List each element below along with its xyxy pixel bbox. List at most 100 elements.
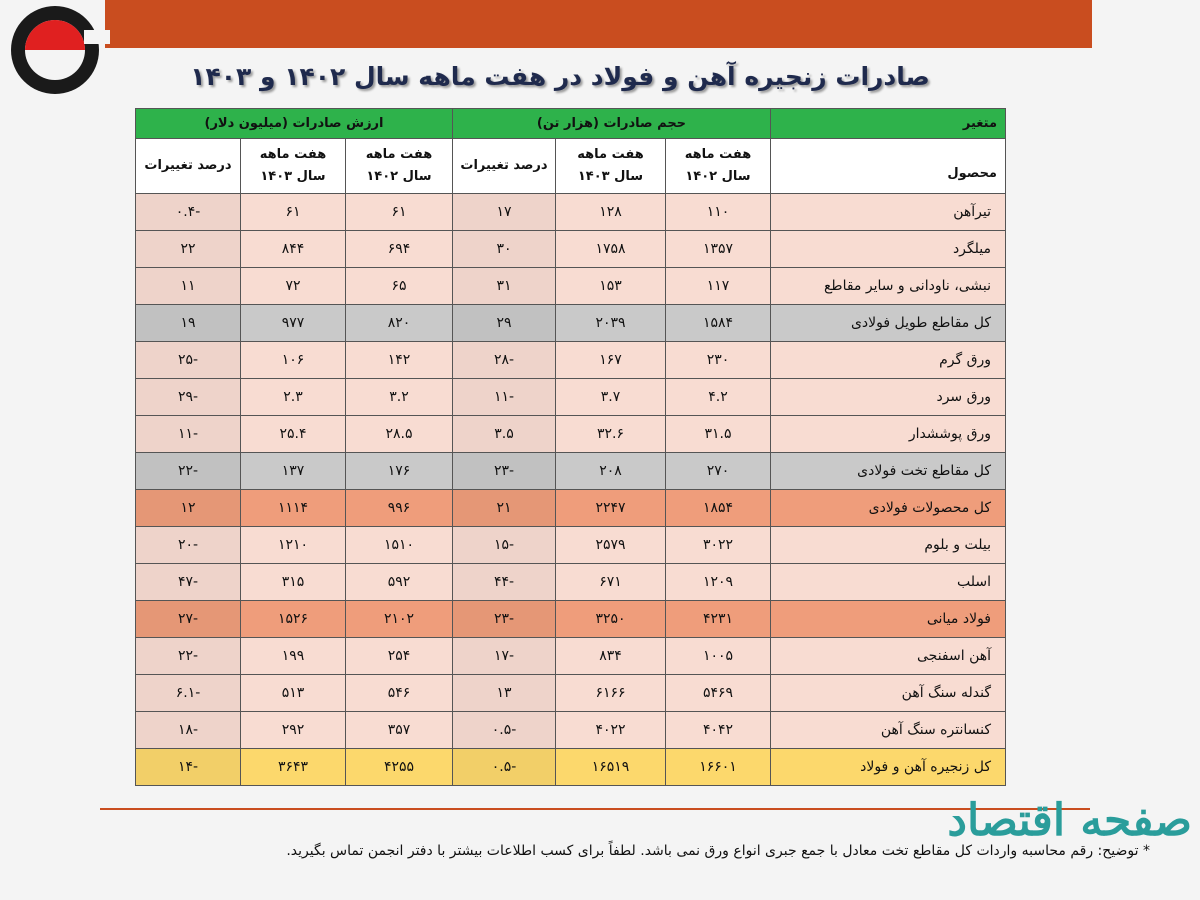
- subheader: هفت ماهه سال ۱۴۰۲: [665, 138, 771, 194]
- cell: ۰.۴-: [135, 193, 241, 231]
- cell: ۹۹۶: [345, 489, 453, 527]
- cell: ۳۰۲۲: [665, 526, 771, 564]
- cell: ۱۲۱۰: [240, 526, 346, 564]
- row-label: تیرآهن: [770, 193, 1006, 231]
- table-row: کل زنجیره آهن و فولاد ۱۶۶۰۱ ۱۶۵۱۹ ۰.۵- ۴۲۵۵ ۳…: [135, 748, 1006, 786]
- cell: ۲۳۰: [665, 341, 771, 379]
- subheader: هفت ماهه سال ۱۴۰۲: [345, 138, 453, 194]
- cell: ۲۲-: [135, 637, 241, 675]
- subheader: درصد تغییرات: [452, 138, 556, 194]
- cell: ۳.۷: [555, 378, 666, 416]
- cell: ۳۱۵: [240, 563, 346, 601]
- subheader: هفت ماهه سال ۱۴۰۳: [240, 138, 346, 194]
- cell: ۳.۵: [452, 415, 556, 453]
- cell: ۸۳۴: [555, 637, 666, 675]
- cell: ۲۲: [135, 230, 241, 268]
- cell: ۴.۲: [665, 378, 771, 416]
- cell: ۲.۳: [240, 378, 346, 416]
- cell: ۹۷۷: [240, 304, 346, 342]
- cell: ۳۵۷: [345, 711, 453, 749]
- cell: ۴۷-: [135, 563, 241, 601]
- cell: ۶.۱-: [135, 674, 241, 712]
- corner-label: محصول: [947, 166, 997, 181]
- row-label: آهن اسفنجی: [770, 637, 1006, 675]
- watermark: صفحه اقتصاد: [947, 795, 1192, 846]
- cell: ۱۸-: [135, 711, 241, 749]
- cell: ۳.۲: [345, 378, 453, 416]
- cell: ۳۰: [452, 230, 556, 268]
- subheader-line: هفت ماهه: [259, 147, 327, 162]
- group-header: ارزش صادرات (میلیون دلار): [135, 108, 453, 139]
- cell: ۲۱: [452, 489, 556, 527]
- cell: ۶۵: [345, 267, 453, 305]
- cell: ۱۲۸: [555, 193, 666, 231]
- cell: ۱۷۵۸: [555, 230, 666, 268]
- subheader-line: هفت ماهه: [365, 147, 433, 162]
- cell: ۲۹: [452, 304, 556, 342]
- header-row: متغیر حجم صادرات (هزار تن) ارزش صادرات (می…: [135, 108, 1006, 139]
- cell: ۱۴۲: [345, 341, 453, 379]
- row-label: میلگرد: [770, 230, 1006, 268]
- cell: ۱۲۰۹: [665, 563, 771, 601]
- cell: ۶۱۶۶: [555, 674, 666, 712]
- cell: ۲۸.۵: [345, 415, 453, 453]
- cell: ۲۰۳۹: [555, 304, 666, 342]
- table-row: کنسانتره سنگ آهن ۴۰۴۲ ۴۰۲۲ ۰.۵- ۳۵۷ ۲۹۲ ۱۸-: [135, 711, 1006, 749]
- cell: ۱۱: [135, 267, 241, 305]
- row-label: کل محصولات فولادی: [770, 489, 1006, 527]
- cell: ۱۰۶: [240, 341, 346, 379]
- cell: ۱۳۷: [240, 452, 346, 490]
- cell: ۲۱۰۲: [345, 600, 453, 638]
- cell: ۲۹-: [135, 378, 241, 416]
- cell: ۲۳-: [452, 600, 556, 638]
- group-header: حجم صادرات (هزار تن): [452, 108, 771, 139]
- subheader-line: سال ۱۴۰۳: [260, 169, 326, 184]
- cell: ۱۷۶: [345, 452, 453, 490]
- cell: ۱۱۱۴: [240, 489, 346, 527]
- cell: ۲۵-: [135, 341, 241, 379]
- table-row: کل مقاطع طویل فولادی ۱۵۸۴ ۲۰۳۹ ۲۹ ۸۲۰ ۹۷۷ ۱۹: [135, 304, 1006, 342]
- cell: ۲۰۸: [555, 452, 666, 490]
- cell: ۰.۵-: [452, 711, 556, 749]
- table-row: بیلت و بلوم ۳۰۲۲ ۲۵۷۹ ۱۵- ۱۵۱۰ ۱۲۱۰ ۲۰-: [135, 526, 1006, 564]
- cell: ۱۷: [452, 193, 556, 231]
- footnote: * توضیح: رقم محاسبه واردات کل مقاطع تخت …: [286, 843, 1150, 859]
- cell: ۲۷۰: [665, 452, 771, 490]
- row-label: ورق سرد: [770, 378, 1006, 416]
- cell: ۱۱۰: [665, 193, 771, 231]
- cell: ۲۲-: [135, 452, 241, 490]
- cell: ۲۵۷۹: [555, 526, 666, 564]
- table-row: گندله سنگ آهن ۵۴۶۹ ۶۱۶۶ ۱۳ ۵۴۶ ۵۱۳ ۶.۱-: [135, 674, 1006, 712]
- subheader: هفت ماهه سال ۱۴۰۳: [555, 138, 666, 194]
- table-row: ورق سرد ۴.۲ ۳.۷ ۱۱- ۳.۲ ۲.۳ ۲۹-: [135, 378, 1006, 416]
- cell: ۸۴۴: [240, 230, 346, 268]
- cell: ۴۴-: [452, 563, 556, 601]
- cell: ۸۲۰: [345, 304, 453, 342]
- title: صادرات زنجیره آهن و فولاد در هفت ماهه سا…: [190, 62, 930, 91]
- cell: ۱۱۷: [665, 267, 771, 305]
- cell: ۴۲۳۱: [665, 600, 771, 638]
- cell: ۳۱: [452, 267, 556, 305]
- table-row: نبشی، ناودانی و سایر مقاطع ۱۱۷ ۱۵۳ ۳۱ ۶۵ ۷۲ ۱۱: [135, 267, 1006, 305]
- cell: ۶۱: [240, 193, 346, 231]
- cell: ۶۷۱: [555, 563, 666, 601]
- data-table: متغیر حجم صادرات (هزار تن) ارزش صادرات (می…: [135, 108, 1006, 786]
- cell: ۱۵۸۴: [665, 304, 771, 342]
- cell: ۱۳۵۷: [665, 230, 771, 268]
- cell: ۳۲.۶: [555, 415, 666, 453]
- cell: ۰.۵-: [452, 748, 556, 786]
- table-row: آهن اسفنجی ۱۰۰۵ ۸۳۴ ۱۷- ۲۵۴ ۱۹۹ ۲۲-: [135, 637, 1006, 675]
- table-row: کل مقاطع تخت فولادی ۲۷۰ ۲۰۸ ۲۳- ۱۷۶ ۱۳۷ ۲۲-: [135, 452, 1006, 490]
- cell: ۱۶۵۱۹: [555, 748, 666, 786]
- cell: ۱۹: [135, 304, 241, 342]
- cell: ۲۹۲: [240, 711, 346, 749]
- row-label: کل مقاطع طویل فولادی: [770, 304, 1006, 342]
- row-label: کل زنجیره آهن و فولاد: [770, 748, 1006, 786]
- subheader-line: سال ۱۴۰۳: [577, 169, 644, 184]
- cell: ۲۵.۴: [240, 415, 346, 453]
- cell: ۲۲۴۷: [555, 489, 666, 527]
- table-row: ورق پوششدار ۳۱.۵ ۳۲.۶ ۳.۵ ۲۸.۵ ۲۵.۴ ۱۱-: [135, 415, 1006, 453]
- cell: ۱۲: [135, 489, 241, 527]
- divider: [100, 808, 1090, 810]
- cell: ۲۳-: [452, 452, 556, 490]
